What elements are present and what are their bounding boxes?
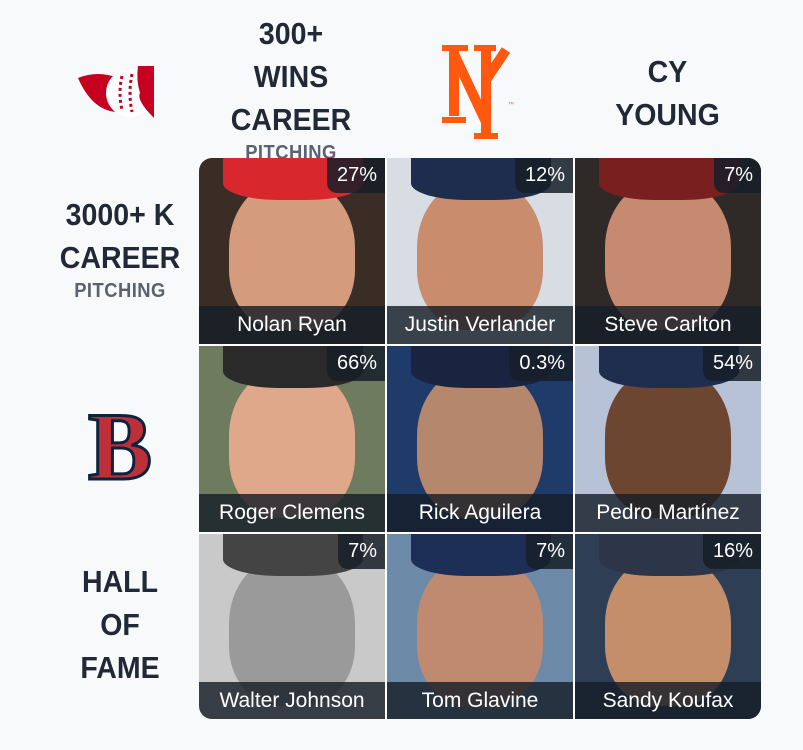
player-name: Sandy Koufax [575, 682, 761, 719]
header-line: HALL [81, 564, 159, 599]
rarity-percent: 7% [526, 534, 573, 569]
row-header-hall-of-fame: HALL OF FAME [46, 560, 193, 689]
trademark: ™ [508, 101, 514, 108]
player-name: Justin Verlander [387, 306, 573, 344]
player-name: Roger Clemens [199, 494, 385, 532]
header-line: OF [100, 607, 140, 642]
player-face [417, 180, 543, 330]
rarity-percent: 27% [326, 158, 385, 193]
rarity-percent: 66% [326, 346, 385, 381]
player-face [229, 368, 355, 518]
player-face [605, 556, 731, 706]
rarity-percent: 7% [338, 534, 385, 569]
grid-cell[interactable]: 7% Steve Carlton [575, 158, 761, 344]
rarity-percent: 0.3% [509, 346, 573, 381]
player-face [417, 368, 543, 518]
player-name: Pedro Martínez [575, 494, 761, 532]
grid-cell[interactable]: 16% Sandy Koufax [575, 534, 761, 719]
reds-logo-icon [78, 66, 154, 125]
player-name: Rick Aguilera [387, 494, 573, 532]
rarity-percent: 12% [514, 158, 573, 193]
svg-text:B: B [88, 393, 152, 487]
header-line: CAREER [230, 102, 352, 137]
grid-cell[interactable]: 12% Justin Verlander [387, 158, 573, 344]
header-line: CAREER [59, 240, 181, 275]
red-sox-logo-icon: B [86, 392, 154, 502]
grid-cell[interactable]: 54% Pedro Martínez [575, 346, 761, 532]
player-name: Tom Glavine [387, 682, 573, 719]
header-line: FAME [80, 650, 160, 685]
player-face [229, 180, 355, 330]
rarity-percent: 54% [702, 346, 761, 381]
answer-grid: 27% Nolan Ryan 12% Justin Verlander 7% S… [199, 158, 761, 719]
player-face [605, 368, 731, 518]
row-header-3000k: 3000+ K CAREER PITCHING [46, 193, 193, 303]
mets-logo-icon: ™ [440, 44, 520, 147]
grid-cell[interactable]: 7% Tom Glavine [387, 534, 573, 719]
header-sub: PITCHING [74, 280, 166, 302]
header-line: CY [647, 54, 688, 89]
rarity-percent: 16% [702, 534, 761, 569]
player-name: Steve Carlton [575, 306, 761, 344]
player-face [605, 180, 731, 330]
header-line: WINS [253, 59, 329, 94]
grid-cell[interactable]: 0.3% Rick Aguilera [387, 346, 573, 532]
player-face [229, 556, 355, 706]
header-line: 300+ [258, 16, 324, 51]
column-header-300-wins: 300+ WINS CAREER PITCHING [216, 12, 365, 165]
header-line: YOUNG [615, 97, 720, 132]
grid-cell[interactable]: 7% Walter Johnson [199, 534, 385, 719]
player-name: Walter Johnson [199, 682, 385, 719]
column-header-cy-young: CY YOUNG [596, 50, 739, 136]
grid-cell[interactable]: 66% Roger Clemens [199, 346, 385, 532]
player-name: Nolan Ryan [199, 306, 385, 344]
player-face [417, 556, 543, 706]
header-line: 3000+ K [65, 197, 175, 232]
grid-cell[interactable]: 27% Nolan Ryan [199, 158, 385, 344]
rarity-percent: 7% [714, 158, 761, 193]
